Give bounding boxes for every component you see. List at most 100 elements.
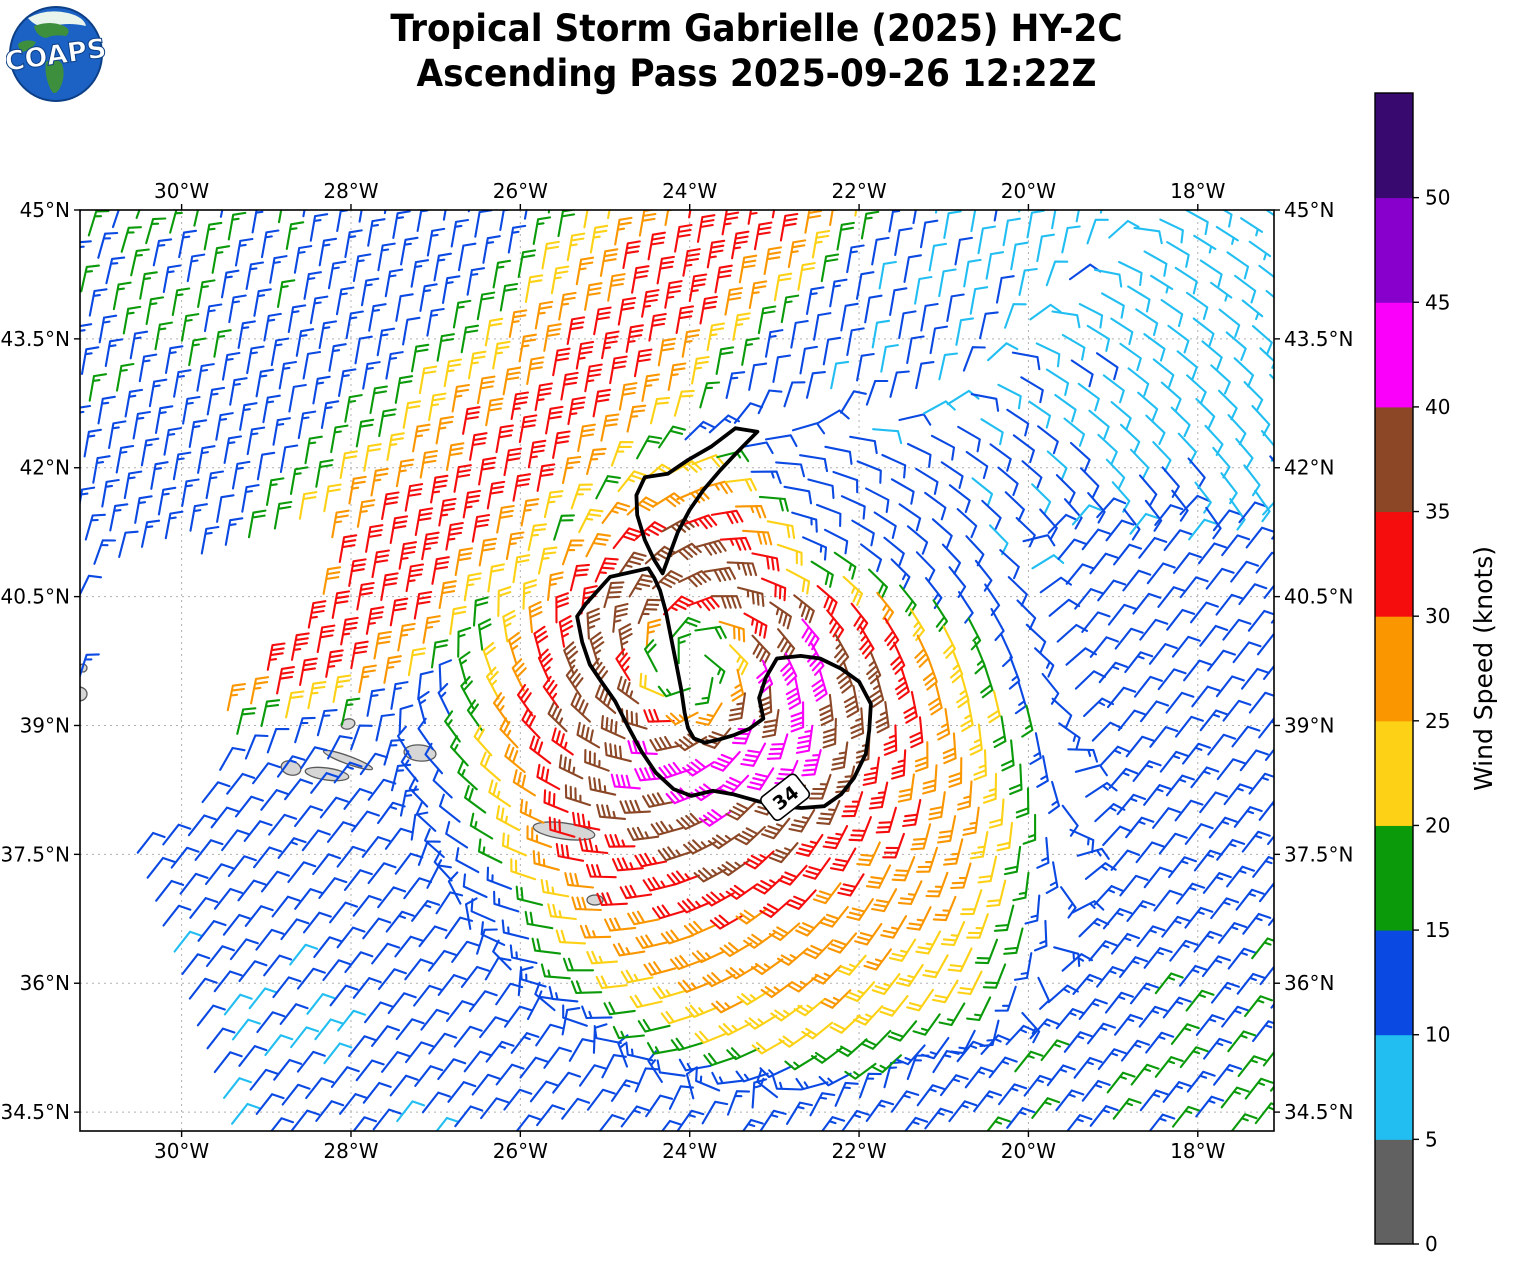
wind-barb: [617, 296, 637, 326]
wind-barb: [1020, 376, 1044, 404]
axis-labels: 30°W30°W28°W28°W26°W26°W24°W24°W22°W22°W…: [1, 179, 1354, 1163]
wind-barb: [1159, 218, 1184, 244]
wind-barb: [1162, 996, 1192, 1019]
wind-barb: [589, 224, 609, 254]
wind-barb: [807, 478, 835, 500]
wind-barb: [1262, 501, 1274, 516]
wind-barb: [1216, 758, 1246, 781]
wind-barb: [759, 1109, 787, 1131]
wind-barb: [395, 1018, 425, 1041]
wind-barb: [130, 248, 150, 277]
wind-barb: [1217, 922, 1248, 944]
wind-barb: [111, 210, 120, 229]
wind-barb: [180, 313, 200, 342]
wind-barb: [841, 1109, 870, 1131]
wind-barb: [947, 947, 973, 973]
wind-barb: [750, 958, 784, 976]
wind-barb: [610, 441, 634, 467]
wind-barb: [320, 400, 340, 429]
wind-barb: [294, 805, 324, 828]
wind-barb: [289, 466, 309, 495]
wind-barb: [751, 1078, 768, 1109]
wind-barb: [1097, 579, 1127, 602]
wind-barb: [277, 210, 283, 224]
wind-barb: [197, 920, 227, 942]
wind-barb: [1201, 955, 1231, 978]
wind-barb: [510, 858, 537, 881]
wind-barb: [1135, 308, 1159, 337]
wind-barb: [878, 260, 897, 290]
wind-barb: [1222, 618, 1252, 641]
wind-barb: [868, 781, 889, 810]
wind-barb: [871, 236, 890, 266]
wind-barb: [1066, 1114, 1093, 1131]
wind-barb: [1166, 241, 1190, 268]
logo-globe: [9, 6, 103, 102]
wind-barb: [516, 683, 534, 717]
wind-barb: [845, 981, 876, 1003]
wind-barb: [635, 934, 669, 950]
wind-barb: [1125, 816, 1155, 839]
wind-barb: [410, 259, 430, 288]
wind-barb: [135, 210, 141, 219]
wind-barb: [451, 940, 480, 963]
wind-barb: [808, 773, 832, 800]
y-tick-label-left: 42°N: [20, 456, 70, 480]
wind-barb: [579, 924, 612, 939]
wind-barb: [253, 846, 283, 869]
wind-barb: [703, 1052, 737, 1067]
wind-barb: [1226, 251, 1250, 280]
wind-barb: [685, 1066, 698, 1100]
wind-barb: [1152, 358, 1175, 388]
wind-barb: [430, 639, 449, 669]
wind-barb: [1014, 681, 1027, 715]
wind-barb: [197, 279, 216, 308]
wind-barb: [377, 242, 396, 272]
wind-barb: [1014, 1050, 1044, 1073]
wind-barb: [899, 584, 917, 617]
wind-barb: [298, 491, 318, 520]
wind-barb: [759, 1065, 793, 1079]
wind-barb: [865, 487, 890, 514]
wind-barb: [124, 388, 144, 418]
wind-barb: [421, 531, 440, 561]
wind-barb: [1185, 989, 1215, 1012]
wind-barb: [389, 515, 409, 545]
wind-barb: [1230, 560, 1260, 583]
wind-barb: [656, 255, 675, 285]
wind-barb: [318, 237, 338, 267]
wind-barb: [561, 1097, 591, 1120]
x-tick-label-top: 30°W: [154, 179, 209, 203]
y-tick-label-right: 36°N: [1284, 971, 1334, 995]
wind-barb: [278, 360, 298, 390]
wind-barb: [1169, 939, 1199, 962]
wind-barb: [824, 445, 853, 465]
wind-barb: [331, 509, 350, 539]
wind-barb: [815, 503, 842, 528]
wind-barb: [906, 988, 935, 1012]
wind-barb: [1138, 474, 1158, 507]
wind-barb: [711, 1071, 744, 1085]
wind-barb: [457, 242, 477, 272]
wind-barb: [266, 642, 286, 671]
wind-barb: [676, 812, 710, 830]
wind-barb: [290, 632, 310, 661]
wind-barb: [570, 980, 603, 994]
wind-barb: [658, 761, 692, 779]
wind-barb: [1210, 981, 1240, 1004]
wind-barb: [634, 1067, 659, 1093]
wind-barb: [999, 549, 1020, 580]
wind-barb: [1229, 498, 1246, 531]
wind-barb: [858, 1072, 882, 1099]
wind-barb: [424, 828, 445, 859]
wind-barb: [584, 282, 603, 311]
wind-barb: [348, 1035, 378, 1058]
wind-barb: [855, 271, 875, 300]
wind-barb: [329, 984, 359, 1007]
wind-barb: [693, 539, 727, 556]
wind-barb: [702, 972, 736, 988]
wind-barb: [1063, 1031, 1093, 1053]
wind-barb: [350, 724, 373, 751]
colorbar-tick-label: 30: [1425, 604, 1450, 628]
wind-barb: [555, 842, 585, 862]
